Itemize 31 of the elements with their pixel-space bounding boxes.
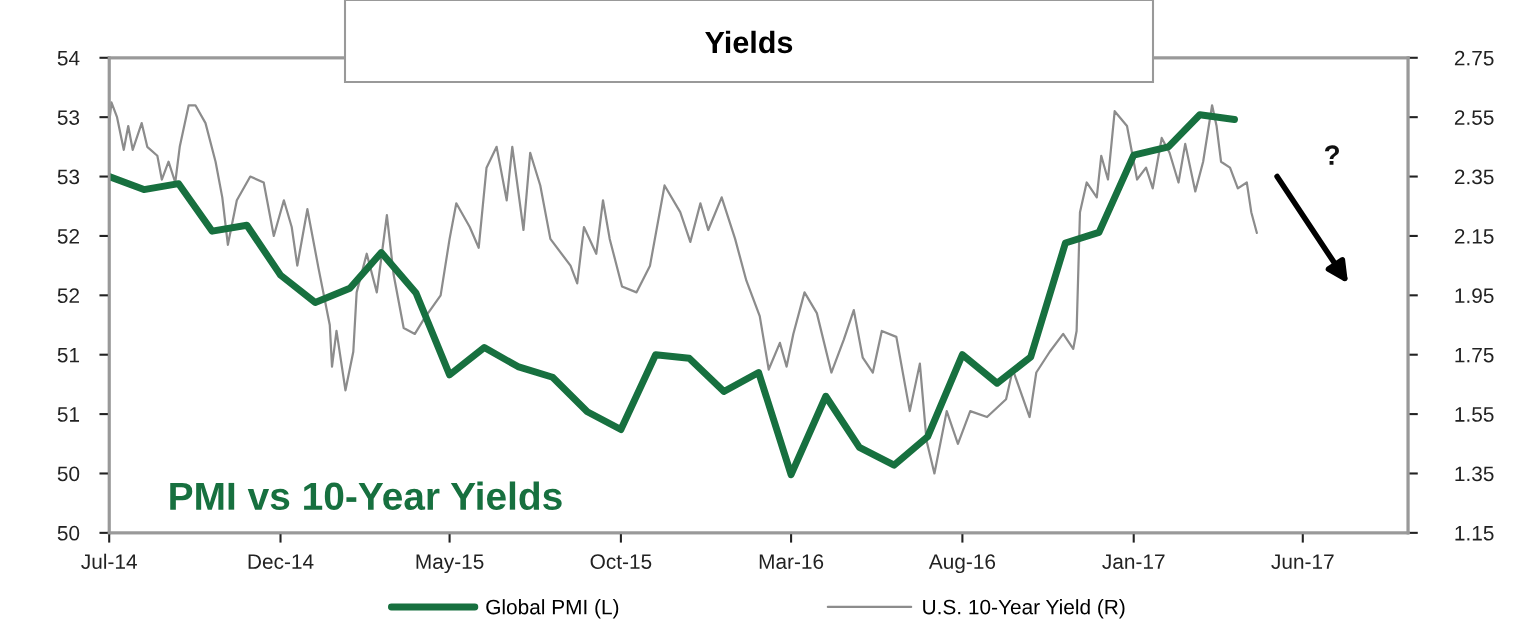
y-tick-label: 53 [57,110,80,125]
y-tick-label: 51 [57,407,80,422]
y2-tick-label: 1.35 [1455,466,1494,482]
legend-label: Global PMI (L) [486,599,619,619]
x-tick-label: Jan-17 [1102,554,1165,569]
y2-tick-label: 2.35 [1454,169,1494,185]
y-tick-label: 50 [57,525,80,541]
chart-title: Yields [705,30,793,54]
y2-tick-label: 2.55 [1454,110,1494,125]
y-tick-label: 50 [57,466,80,482]
x-tick-label: Jun-17 [1271,554,1334,569]
y2-tick-label: 1.95 [1455,288,1494,304]
y-tick-label: 54 [57,51,80,66]
x-tick-label: May-15 [416,554,484,574]
y2-tick-label: 1.15 [1455,526,1494,541]
legend-label: U.S. 10-Year Yield (R) [923,599,1125,619]
x-tick-label: Jul-14 [81,553,137,569]
x-tick-label: Dec-14 [248,554,314,569]
x-tick-label: Mar-16 [759,554,824,569]
annotation: PMI vs 10-Year Yields [170,481,562,511]
y2-tick-label: 1.75 [1455,347,1494,363]
annotation: ? [1324,145,1339,165]
x-tick-label: Aug-16 [928,554,996,574]
y2-tick-label: 2.75 [1454,50,1494,66]
x-tick-label: Oct-15 [590,554,652,569]
y-tick-label: 52 [57,228,79,244]
y-tick-label: 51 [57,347,80,363]
y-tick-label: 53 [57,169,80,185]
y2-tick-label: 2.15 [1454,228,1494,244]
y2-tick-label: 1.55 [1455,407,1494,422]
y-tick-label: 52 [57,288,79,304]
